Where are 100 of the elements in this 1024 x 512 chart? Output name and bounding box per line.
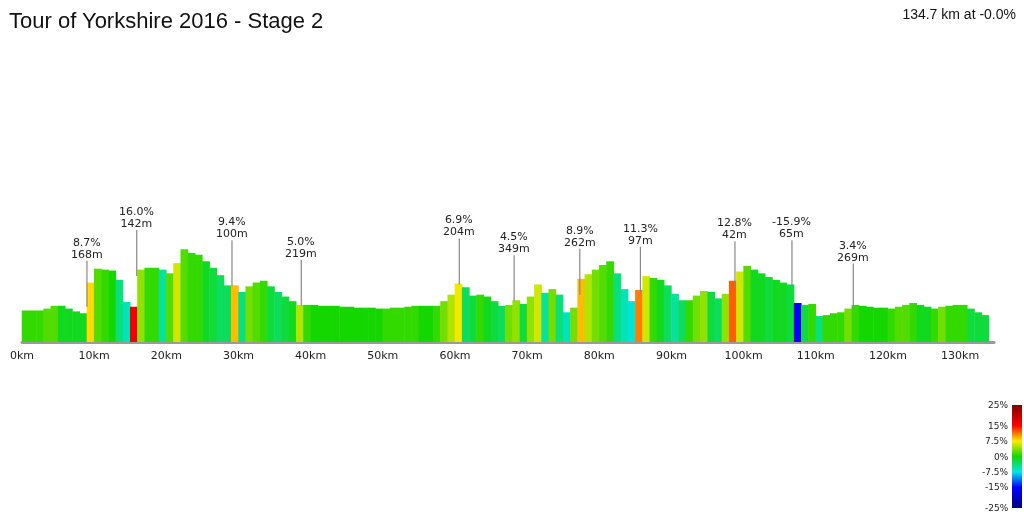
- bar: [534, 284, 542, 342]
- bar: [620, 289, 629, 342]
- bar: [606, 261, 614, 342]
- color-bar-label: 7.5%: [985, 436, 1008, 446]
- bar: [548, 289, 557, 342]
- x-tick-label: 70km: [511, 349, 543, 362]
- bar: [577, 278, 586, 342]
- bar: [649, 277, 658, 342]
- bar: [793, 303, 802, 342]
- bar: [129, 306, 138, 342]
- bar: [599, 264, 607, 342]
- bar: [137, 269, 145, 342]
- bar: [808, 303, 817, 342]
- annotation: 6.9% 204m: [443, 213, 475, 238]
- x-tick-label: 100km: [724, 349, 763, 362]
- bar: [584, 274, 593, 342]
- annotation: 5.0% 219m: [285, 235, 317, 260]
- x-tick-label: 110km: [796, 349, 835, 362]
- bar: [231, 285, 239, 342]
- bar: [700, 290, 708, 342]
- annotation: 16.0% 142m: [119, 205, 154, 230]
- bar: [519, 303, 528, 342]
- bar: [101, 269, 109, 342]
- bar: [505, 304, 513, 342]
- annotation: 3.4% 269m: [837, 239, 869, 264]
- bar: [461, 287, 470, 342]
- bar: [202, 261, 210, 342]
- bar: [635, 290, 643, 342]
- annotation: 4.5% 349m: [498, 230, 530, 255]
- bar: [678, 300, 687, 342]
- bar: [433, 305, 441, 342]
- annotation: 8.9% 262m: [564, 224, 596, 249]
- bar: [209, 267, 218, 342]
- bar: [930, 308, 939, 342]
- bar: [447, 294, 456, 342]
- bar: [238, 291, 246, 342]
- bar: [736, 271, 744, 342]
- x-tick-label: 30km: [222, 349, 255, 362]
- x-tick-label: 80km: [583, 349, 615, 362]
- color-bar-label: -7.5%: [982, 467, 1009, 477]
- bar: [281, 296, 290, 342]
- annotation: 8.7% 168m: [71, 236, 103, 261]
- x-tick-label: 120km: [868, 349, 907, 362]
- bar: [671, 293, 679, 342]
- bar: [490, 301, 499, 342]
- annotation: 12.8% 42m: [717, 216, 752, 241]
- bar: [685, 300, 694, 342]
- color-bar-label: -25%: [985, 503, 1009, 512]
- x-tick-label: 130km: [941, 349, 980, 362]
- bar: [613, 273, 622, 342]
- bar: [483, 296, 492, 342]
- bar: [909, 303, 918, 342]
- x-tick-label: 60km: [439, 349, 471, 362]
- bar: [252, 282, 261, 342]
- bar: [180, 249, 189, 342]
- bar: [656, 279, 665, 342]
- bar: [303, 304, 311, 342]
- bar: [642, 276, 651, 342]
- bar: [591, 269, 600, 342]
- bar: [274, 291, 283, 342]
- text: 134.7 km at -0.0%: [902, 6, 1016, 22]
- x-tick-label: 90km: [655, 349, 687, 362]
- x-tick-label: 0km: [9, 349, 35, 362]
- bar: [938, 306, 946, 342]
- bar: [122, 302, 131, 342]
- bar: [707, 291, 715, 342]
- bar: [815, 316, 824, 342]
- annotation: -15.9% 65m: [772, 215, 811, 240]
- bar: [743, 265, 752, 342]
- bar: [714, 298, 723, 342]
- bar: [173, 263, 181, 342]
- bar: [721, 293, 730, 342]
- bar: [454, 283, 463, 342]
- bar: [288, 301, 297, 342]
- bar: [440, 301, 448, 342]
- bar: [93, 268, 102, 342]
- x-tick-label: 50km: [367, 349, 399, 362]
- bar: [512, 300, 521, 342]
- bar: [295, 304, 304, 342]
- bar: [158, 269, 167, 342]
- bar: [887, 308, 896, 342]
- bar: [555, 294, 564, 342]
- color-bar-label: 15%: [988, 421, 1009, 431]
- bar: [476, 294, 485, 342]
- bar: [692, 295, 701, 342]
- bar: [245, 286, 254, 342]
- bar: [765, 277, 773, 342]
- bar: [259, 280, 268, 342]
- bar: [570, 307, 578, 342]
- bar: [541, 292, 550, 342]
- bar: [801, 304, 809, 342]
- bar: [469, 295, 477, 342]
- color-bar-label: 0%: [994, 452, 1009, 462]
- bar: [115, 279, 124, 342]
- annotation: 9.4% 100m: [216, 215, 248, 240]
- color-bar-label: -15%: [985, 482, 1009, 492]
- bar: [267, 286, 275, 342]
- color-bar-label: 25%: [988, 400, 1009, 410]
- bar: [786, 284, 795, 342]
- bar: [663, 285, 672, 342]
